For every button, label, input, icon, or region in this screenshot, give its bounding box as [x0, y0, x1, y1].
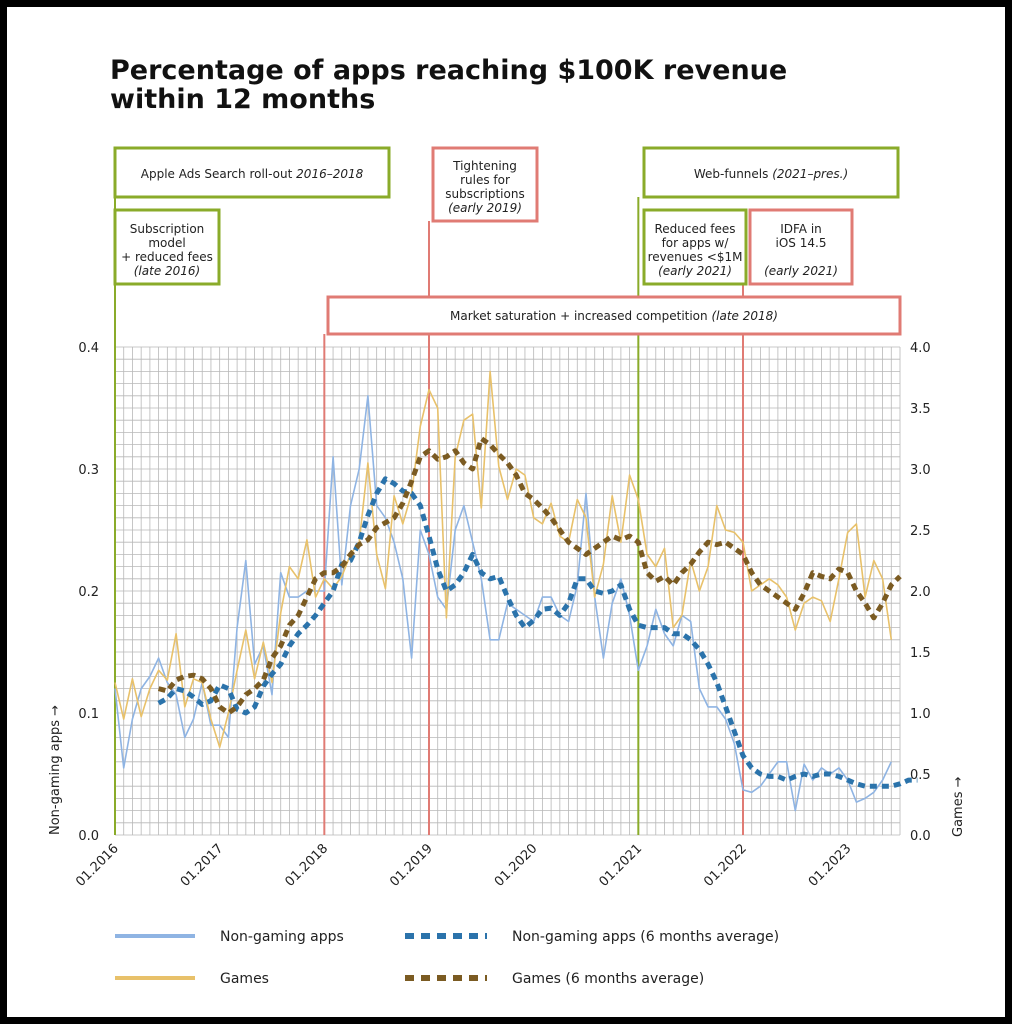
annotation-idfa-date: (early 2021) — [764, 264, 838, 278]
svg-text:Market saturation + increased: Market saturation + increased competitio… — [450, 309, 778, 323]
y-left-tick-label: 0.2 — [78, 585, 99, 600]
x-tick-label: 01.2019 — [387, 841, 436, 890]
svg-text:iOS 14.5: iOS 14.5 — [776, 236, 827, 250]
y-left-tick-label: 0.1 — [78, 707, 99, 722]
svg-text:subscriptions: subscriptions — [445, 187, 524, 201]
svg-text:Web-funnels (2021–pres.): Web-funnels (2021–pres.) — [694, 167, 848, 181]
x-tick-label: 01.2021 — [597, 841, 646, 890]
annotation-market-saturation-date: (late 2018) — [711, 309, 778, 323]
y-right-tick-label: 2.5 — [910, 524, 931, 539]
annotation-subscription-date: (late 2016) — [134, 264, 201, 278]
series-line-games-avg — [157, 436, 902, 716]
y-right-tick-label: 3.0 — [910, 463, 931, 478]
svg-text:model: model — [148, 236, 185, 250]
y-left-tick-label: 0.3 — [78, 463, 99, 478]
y-right-tick-label: 0.0 — [910, 829, 931, 844]
y-right-tick-label: 0.5 — [910, 768, 931, 783]
svg-text:Reduced fees: Reduced fees — [654, 222, 735, 236]
series-layer — [114, 370, 918, 812]
svg-text:rules for: rules for — [460, 173, 510, 187]
legend: Non-gaming apps Non-gaming apps (6 month… — [115, 929, 779, 987]
x-tick-label: 01.2022 — [701, 841, 750, 890]
annotation-web-funnels-text: Web-funnels — [694, 167, 769, 181]
svg-text:+ reduced fees: + reduced fees — [121, 250, 213, 264]
annotation-subscription-model: Subscription model + reduced fees (late … — [113, 208, 221, 286]
svg-text:Subscription: Subscription — [130, 222, 205, 236]
chart-page: Percentage of apps reaching $100K revenu… — [7, 7, 1005, 1017]
annotation-web-funnels-date: (2021–pres.) — [772, 167, 848, 181]
y-right-tick-label: 1.5 — [910, 646, 931, 661]
y-right-tick-label: 3.5 — [910, 402, 931, 417]
svg-text:Tightening: Tightening — [452, 159, 517, 173]
y-axis-left-label: Non-gaming apps → — [48, 705, 63, 835]
annotation-tightening-rules: Tightening rules for subscriptions (earl… — [431, 146, 539, 223]
legend-label-games: Games — [220, 971, 269, 987]
svg-text:IDFA in: IDFA in — [780, 222, 822, 236]
x-tick-label: 01.2017 — [178, 841, 227, 890]
chart-title-line-1: Percentage of apps reaching $100K revenu… — [110, 55, 787, 86]
series-line-non-gaming-avg — [157, 476, 918, 789]
annotation-apple-ads: Apple Ads Search roll-out 2016–2018 — [113, 146, 391, 199]
annotation-reduced-fees: Reduced fees for apps w/ revenues <$1M (… — [642, 208, 748, 286]
x-tick-label: 01.2020 — [492, 841, 541, 890]
annotation-market-saturation: Market saturation + increased competitio… — [326, 295, 902, 336]
y-right-tick-label: 1.0 — [910, 707, 931, 722]
x-tick-label: 01.2018 — [283, 841, 332, 890]
chart-title-line-2: within 12 months — [110, 84, 375, 115]
legend-label-non-gaming: Non-gaming apps — [220, 929, 344, 945]
annotation-idfa: IDFA in iOS 14.5 (early 2021) — [748, 208, 854, 286]
y-axis-right-label: Games → — [951, 776, 966, 837]
annotation-tightening-date: (early 2019) — [448, 201, 522, 215]
annotation-apple-ads-date: 2016–2018 — [296, 167, 363, 181]
event-lines — [114, 197, 744, 835]
series-line-games — [114, 370, 893, 749]
legend-label-non-gaming-avg: Non-gaming apps (6 months average) — [512, 929, 779, 945]
x-tick-label: 01.2016 — [73, 841, 122, 890]
annotation-market-saturation-text: Market saturation + increased competitio… — [450, 309, 708, 323]
annotation-web-funnels: Web-funnels (2021–pres.) — [642, 146, 900, 199]
chart-canvas: Percentage of apps reaching $100K revenu… — [48, 55, 966, 987]
svg-text:Apple Ads Search roll-out 2016: Apple Ads Search roll-out 2016–2018 — [141, 167, 364, 181]
y-left-tick-label: 0.4 — [78, 341, 99, 356]
y-right-tick-label: 2.0 — [910, 585, 931, 600]
svg-text:revenues <$1M: revenues <$1M — [648, 250, 743, 264]
annotation-apple-ads-text: Apple Ads Search roll-out — [141, 167, 293, 181]
legend-label-games-avg: Games (6 months average) — [512, 971, 704, 987]
y-left-tick-label: 0.0 — [78, 829, 99, 844]
series-line-non-gaming — [114, 394, 893, 812]
x-tick-label: 01.2023 — [806, 841, 855, 890]
annotation-reduced-fees-date: (early 2021) — [658, 264, 732, 278]
svg-text:for apps w/: for apps w/ — [662, 236, 730, 250]
grid — [114, 346, 901, 836]
y-right-tick-label: 4.0 — [910, 341, 931, 356]
